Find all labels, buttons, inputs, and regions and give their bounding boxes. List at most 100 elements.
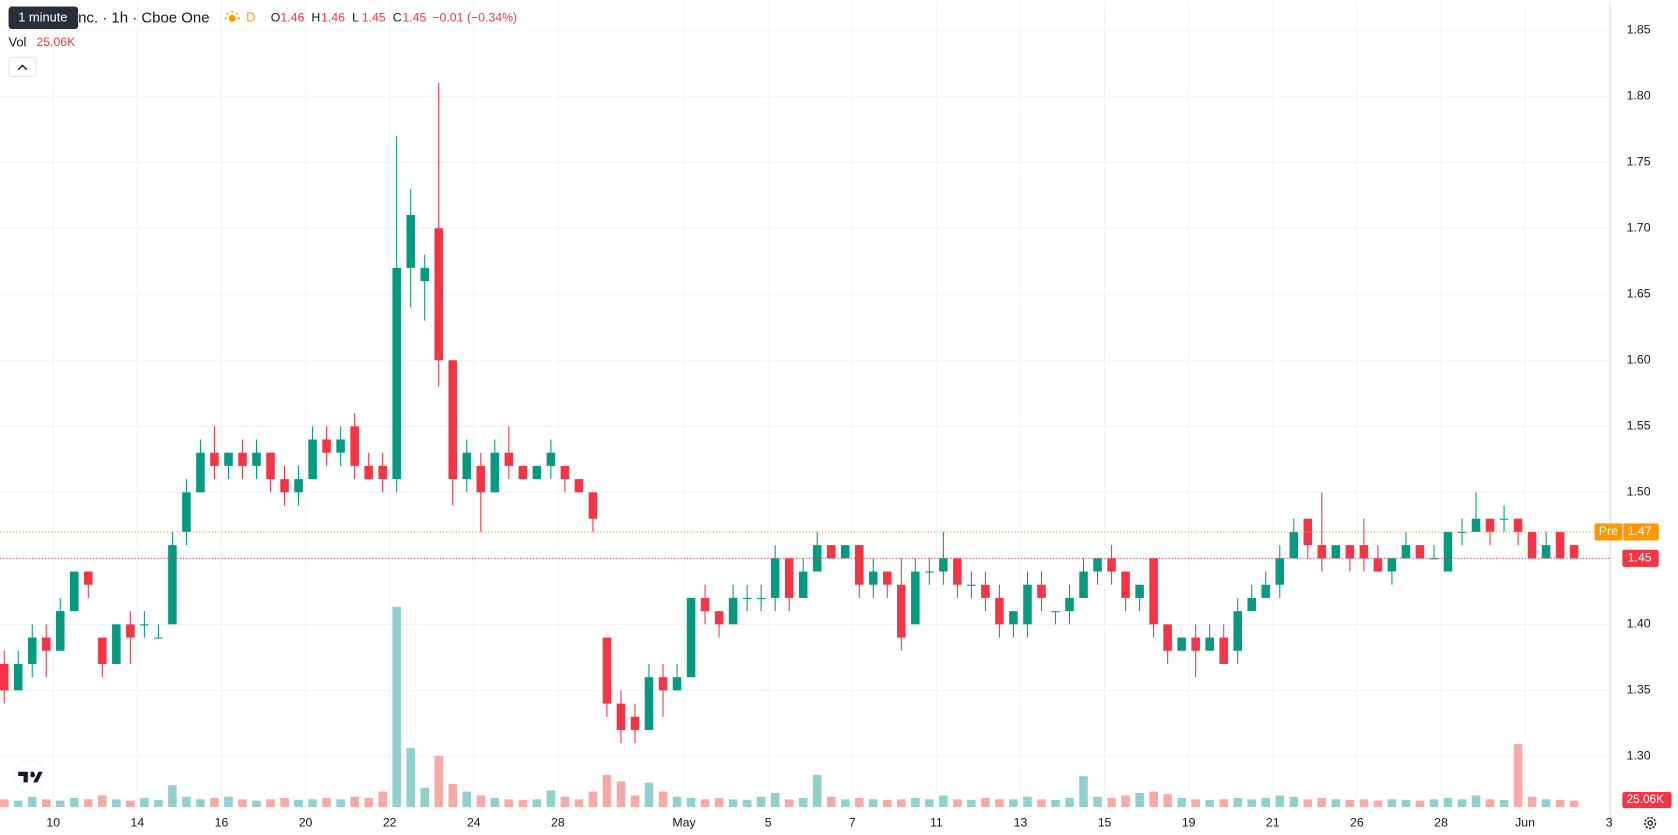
candle-body bbox=[588, 492, 598, 519]
volume-bar bbox=[1121, 795, 1130, 808]
x-tick-label: 20 bbox=[299, 815, 313, 829]
candle-body bbox=[798, 571, 808, 598]
volume-bar bbox=[1247, 799, 1257, 808]
candle-body bbox=[854, 545, 864, 585]
volume-bar bbox=[616, 781, 626, 808]
candle-body bbox=[140, 624, 149, 626]
candle-body bbox=[1093, 558, 1102, 572]
volume-bar bbox=[672, 796, 682, 808]
candle-body bbox=[1387, 558, 1397, 572]
volume-tag-value: 25.06K bbox=[1627, 793, 1664, 806]
volume-bar bbox=[1317, 798, 1327, 808]
volume-bar bbox=[770, 792, 780, 808]
settings-button[interactable] bbox=[1644, 817, 1657, 830]
volume-bar bbox=[476, 795, 486, 808]
candle-body bbox=[392, 267, 401, 480]
candle-body bbox=[462, 452, 472, 480]
candle-body bbox=[953, 558, 962, 585]
x-tick-label: 7 bbox=[849, 815, 856, 829]
volume-bar bbox=[728, 799, 738, 808]
candle-body bbox=[1443, 531, 1453, 572]
candle-body bbox=[742, 597, 752, 600]
volume-bar bbox=[868, 799, 878, 808]
collapse-button[interactable] bbox=[8, 56, 37, 78]
volume-bar bbox=[1541, 799, 1551, 808]
volume-bar bbox=[588, 791, 598, 808]
volume-bar bbox=[518, 799, 528, 808]
volume-bar bbox=[574, 799, 584, 808]
candle-body bbox=[925, 571, 934, 573]
candle-body bbox=[1331, 545, 1341, 559]
candle-body bbox=[0, 663, 9, 691]
candle-body bbox=[897, 584, 906, 638]
y-tick-label: 1.85 bbox=[1627, 22, 1651, 36]
ohlc-legend: O 1.46 H 1.46 L 1.45 C 1.45 bbox=[271, 11, 427, 25]
volume-bar bbox=[1331, 799, 1341, 808]
candle-body bbox=[1037, 584, 1046, 598]
volume-bar bbox=[406, 747, 415, 808]
volume-bar bbox=[1485, 799, 1495, 808]
candle-body bbox=[1303, 518, 1313, 546]
volume-bar bbox=[168, 785, 177, 808]
candle-body bbox=[1163, 624, 1172, 651]
x-tick-label: 28 bbox=[1434, 815, 1448, 829]
logo[interactable] bbox=[13, 760, 47, 794]
volume-bar bbox=[854, 798, 864, 808]
volume-bar bbox=[224, 796, 233, 808]
volume-bar bbox=[112, 799, 121, 808]
candle-body bbox=[1401, 545, 1411, 559]
y-tick-label: 1.60 bbox=[1627, 353, 1651, 367]
candle-body bbox=[658, 677, 668, 691]
candle-body bbox=[1247, 597, 1257, 612]
candle-body bbox=[1009, 611, 1018, 625]
candle-body bbox=[238, 452, 247, 466]
candle-body bbox=[182, 492, 191, 532]
volume-tag bbox=[1622, 792, 1672, 809]
candle-body bbox=[644, 677, 654, 730]
candle-body bbox=[210, 452, 219, 466]
candle-body bbox=[770, 558, 780, 598]
x-tick-label: 22 bbox=[383, 815, 397, 829]
tooltip-text: 1 minute bbox=[18, 10, 67, 25]
volume-bar bbox=[0, 799, 9, 808]
volume-bar bbox=[1177, 798, 1186, 808]
volume-bar bbox=[364, 798, 373, 808]
volume-bar bbox=[1065, 798, 1074, 808]
x-tick-label: 16 bbox=[215, 815, 229, 829]
y-tick-label: 1.50 bbox=[1627, 485, 1651, 499]
candle-body bbox=[1499, 518, 1509, 520]
candle-body bbox=[1471, 518, 1481, 532]
candle-body bbox=[1261, 584, 1271, 598]
x-tick-label: 11 bbox=[930, 815, 943, 829]
x-tick-label: 10 bbox=[46, 815, 60, 829]
candle-body bbox=[1275, 558, 1285, 585]
volume-bar bbox=[1415, 800, 1425, 808]
volume-bar bbox=[55, 800, 65, 808]
volume-bar bbox=[1191, 799, 1200, 808]
volume-bar bbox=[897, 799, 906, 808]
volume-bar bbox=[154, 799, 163, 808]
x-tick-label: 13 bbox=[1014, 815, 1028, 829]
y-tick-label: 1.70 bbox=[1627, 220, 1651, 234]
volume-pane bbox=[0, 606, 1579, 808]
candle-body bbox=[1457, 531, 1467, 533]
volume-bar bbox=[840, 799, 850, 808]
candle-body bbox=[1541, 545, 1551, 559]
grid bbox=[0, 2, 1611, 813]
x-tick-label: 15 bbox=[1098, 815, 1112, 829]
candle-body bbox=[252, 452, 261, 466]
volume-bar bbox=[1107, 798, 1116, 808]
volume-bar bbox=[266, 799, 275, 808]
candle-body bbox=[1219, 637, 1228, 664]
candle-body bbox=[364, 465, 373, 480]
volume-bar bbox=[812, 774, 822, 808]
candle-body bbox=[266, 452, 275, 480]
volume-bar bbox=[644, 782, 654, 808]
volume-bar bbox=[1513, 744, 1523, 808]
volume-bar bbox=[1499, 799, 1509, 808]
volume-bar bbox=[1163, 794, 1172, 808]
y-tick-label: 1.65 bbox=[1627, 286, 1651, 300]
candle-body bbox=[995, 597, 1004, 625]
candle-body bbox=[714, 611, 724, 625]
candle-body bbox=[686, 597, 696, 678]
